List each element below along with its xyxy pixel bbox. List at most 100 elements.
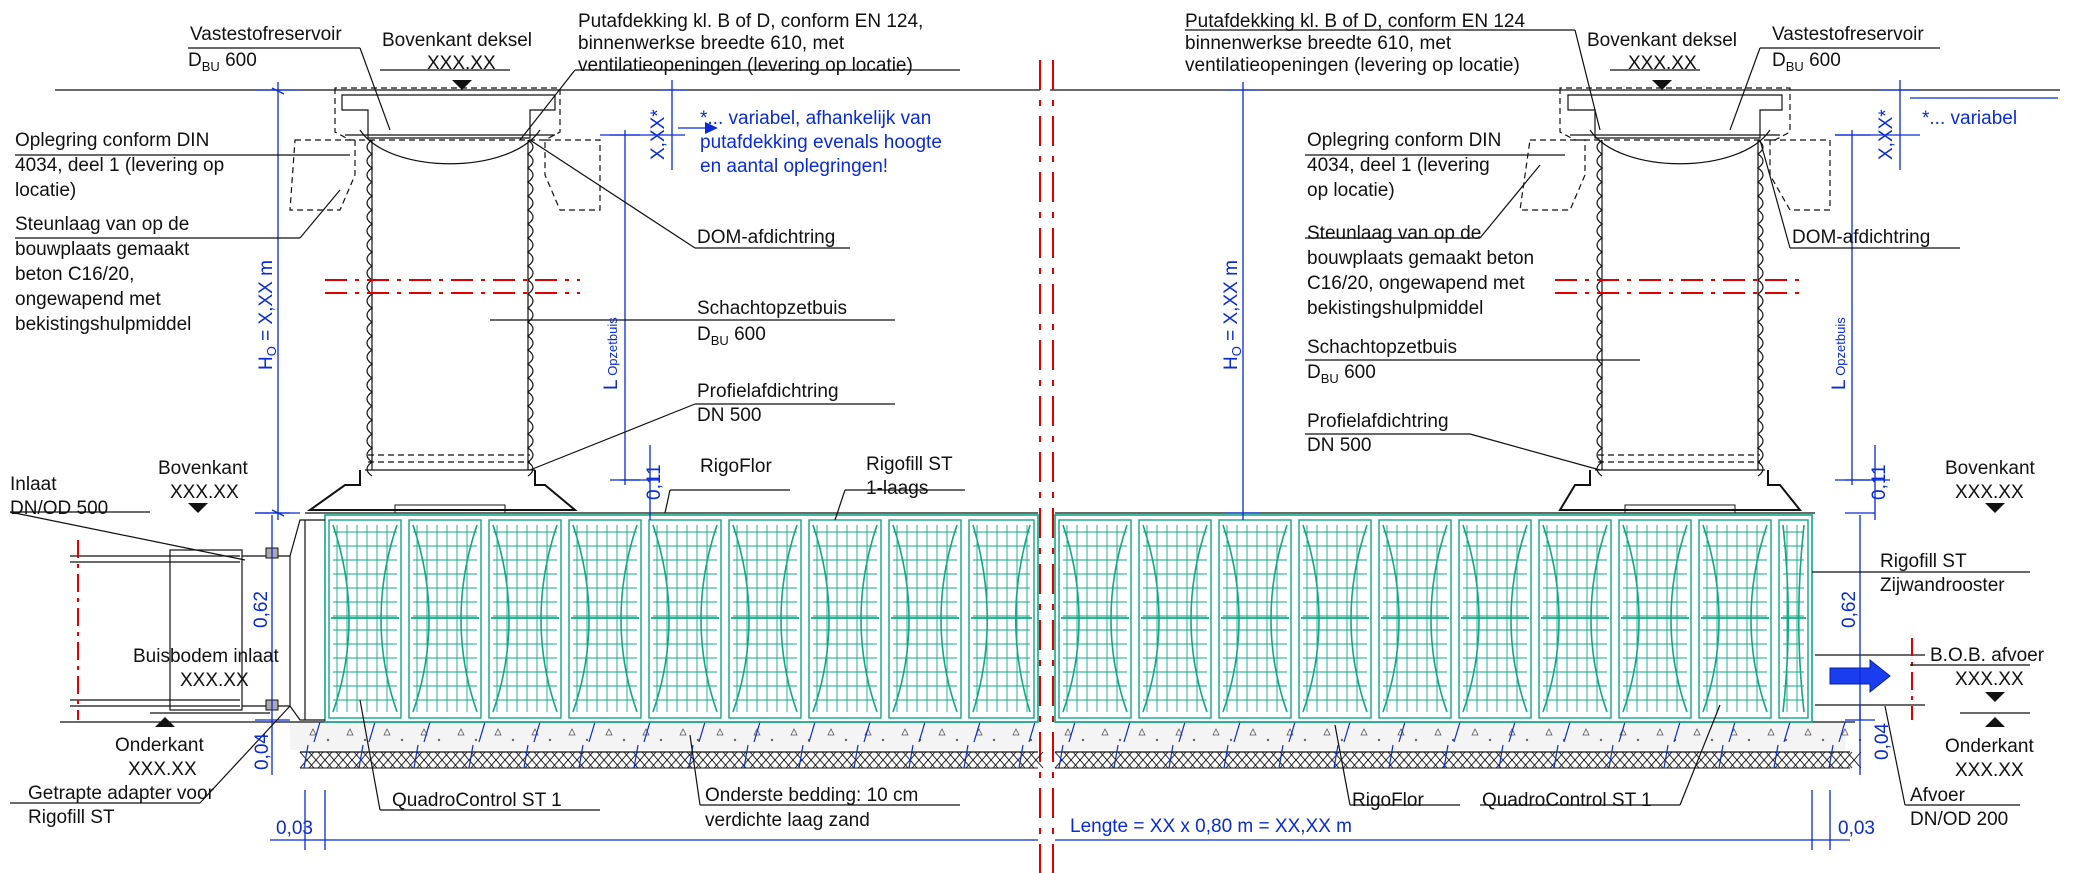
bedding-layer: [60, 721, 1862, 769]
label-dom-afdichtring: DOM-afdichtring: [697, 227, 835, 248]
label-rigofill-st: Rigofill ST: [866, 454, 953, 475]
label-schachtopzetbuis: Schachtopzetbuis: [697, 298, 847, 319]
label-dim-003-left: 0,03: [276, 818, 313, 839]
break-axis: [1039, 60, 1054, 873]
label-putafdekking-1: Putafdekking kl. B of D, conform EN 124,: [578, 11, 923, 32]
label-steunlaag-3: beton C16/20,: [15, 264, 134, 285]
label-bovenkant-r-value: XXX.XX: [1955, 482, 2024, 503]
label-bovenkant-value: XXX.XX: [170, 482, 239, 503]
label-steunlaag-4: ongewapend met: [15, 289, 161, 310]
label-l-opzetbuis: L Opzetbuis: [601, 317, 622, 390]
crate-cell: [488, 519, 562, 719]
label-oplegring-r-3: op locatie): [1307, 180, 1395, 201]
label-buisbodem-value: XXX.XX: [180, 670, 249, 691]
label-zijwandrooster: Zijwandrooster: [1880, 575, 2005, 596]
label-steunlaag-5: bekistingshulpmiddel: [15, 314, 191, 335]
crate-cell: [1218, 519, 1292, 719]
crate-cell: [728, 519, 802, 719]
label-steunlaag-r-2: bouwplaats gemaakt beton: [1307, 248, 1534, 269]
label-oplegring-3: locatie): [15, 180, 76, 201]
left-shaft: [289, 87, 601, 514]
level-marker-icon: [1985, 503, 2005, 513]
label-bob-afvoer: B.O.B. afvoer: [1930, 645, 2045, 666]
label-adapter-1: Getrapte adapter voor: [28, 783, 215, 804]
crate-cell: [1538, 519, 1612, 719]
label-onderkant-r: Onderkant: [1945, 736, 2034, 757]
label-dim-003-right: 0,03: [1838, 818, 1875, 839]
leader-lines: [9, 29, 2030, 811]
label-rigoflor: RigoFlor: [700, 456, 772, 477]
label-oplegring-2: 4034, deel 1 (levering op: [15, 155, 224, 176]
label-profiel-dn500-r: DN 500: [1307, 435, 1371, 456]
crate-cell: [1618, 519, 1692, 719]
rigofill-crate-block: [305, 512, 1815, 723]
label-vastestofreservoir: Vastestofreservoir: [190, 24, 342, 45]
crate-cell: [1778, 519, 1809, 719]
right-shaft: [1519, 87, 1831, 514]
label-steunlaag-r-1: Steunlaag van op de: [1307, 223, 1481, 244]
label-bedding-1: Onderste bedding: 10 cm: [705, 785, 918, 806]
label-oplegring-r-1: Oplegring conform DIN: [1307, 130, 1501, 151]
label-steunlaag-r-4: bekistingshulpmiddel: [1307, 298, 1483, 319]
crate-cells: [328, 519, 1809, 719]
label-afvoer-dn: DN/OD 200: [1910, 809, 2008, 830]
label-vastestofreservoir-r: Vastestofreservoir: [1772, 24, 1924, 45]
label-dim-062: 0,62: [251, 591, 272, 628]
crate-cell: [648, 519, 722, 719]
crate-cell: [328, 519, 402, 719]
label-dim-004-r: 0,04: [1872, 723, 1893, 760]
label-buisbodem-inlaat: Buisbodem inlaat: [133, 646, 279, 667]
level-marker-icon: [1985, 717, 2005, 727]
label-bovenkant-deksel-value: XXX.XX: [427, 53, 496, 74]
level-marker-icon: [1652, 80, 1672, 90]
label-dom-afdichtring-r: DOM-afdichtring: [1792, 227, 1930, 248]
label-quadrocontrol: QuadroControl ST 1: [392, 790, 562, 811]
label-putafdekking-r-3: ventilatieopeningen (levering op locatie…: [1185, 55, 1520, 76]
label-bedding-2: verdichte laag zand: [705, 810, 870, 831]
crate-cell: [808, 519, 882, 719]
label-inlaat: Inlaat: [10, 474, 57, 495]
level-marker-icon: [1985, 692, 2005, 702]
label-dbu600-r-shaft: DBU 600: [1307, 362, 1376, 386]
label-variabel-1: *... variabel, afhankelijk van: [700, 108, 931, 129]
label-dbu600-r-top: DBU 600: [1772, 50, 1841, 74]
label-profielafdichtring-r: Profielafdichtring: [1307, 411, 1449, 432]
label-putafdekking-3: ventilatieopeningen (levering op locatie…: [578, 55, 913, 76]
label-bovenkant-deksel: Bovenkant deksel: [382, 30, 532, 51]
label-bovenkant-deksel-r-value: XXX.XX: [1628, 53, 1697, 74]
level-marker-icon: [188, 503, 208, 513]
crate-cell: [1298, 519, 1372, 719]
label-afvoer: Afvoer: [1910, 785, 1966, 806]
label-profielafdichtring: Profielafdichtring: [697, 381, 839, 402]
label-onderkant-r-value: XXX.XX: [1955, 760, 2024, 781]
label-dbu600-top: DBU 600: [188, 50, 257, 74]
label-dim-011: 0,11: [644, 464, 665, 500]
label-oplegring-r-2: 4034, deel 1 (levering: [1307, 155, 1490, 176]
label-lengte: Lengte = XX x 0,80 m = XX,XX m: [1070, 816, 1352, 837]
crate-cell: [968, 519, 1035, 719]
label-variabel-r: *... variabel: [1922, 108, 2017, 129]
crate-cell: [888, 519, 962, 719]
dimensions: [255, 80, 2058, 850]
label-profiel-dn500: DN 500: [697, 405, 761, 426]
label-onderkant-value: XXX.XX: [128, 759, 197, 780]
label-xx-star-r: X,XX*: [1876, 109, 1897, 160]
label-bob-value: XXX.XX: [1955, 669, 2024, 690]
label-dim-062-r: 0,62: [1839, 591, 1860, 628]
crate-cell: [1058, 519, 1132, 719]
label-bovenkant: Bovenkant: [158, 458, 249, 479]
label-steunlaag-2: bouwplaats gemaakt: [15, 239, 190, 260]
label-steunlaag-r-3: C16/20, ongewapend met: [1307, 273, 1525, 294]
label-bovenkant-deksel-r: Bovenkant deksel: [1587, 30, 1737, 51]
label-putafdekking-r-1: Putafdekking kl. B of D, conform EN 124: [1185, 11, 1525, 32]
label-variabel-3: en aantal oplegringen!: [700, 156, 888, 177]
label-adapter-2: Rigofill ST: [28, 807, 115, 828]
crate-cell: [1458, 519, 1532, 719]
crate-cell: [1698, 519, 1772, 719]
level-marker-icon: [155, 717, 175, 727]
label-quadrocontrol-r: QuadroControl ST 1: [1482, 790, 1652, 811]
crate-cell: [1138, 519, 1212, 719]
crate-cell: [568, 519, 642, 719]
label-dim-011-r: 0,11: [1869, 464, 1890, 500]
